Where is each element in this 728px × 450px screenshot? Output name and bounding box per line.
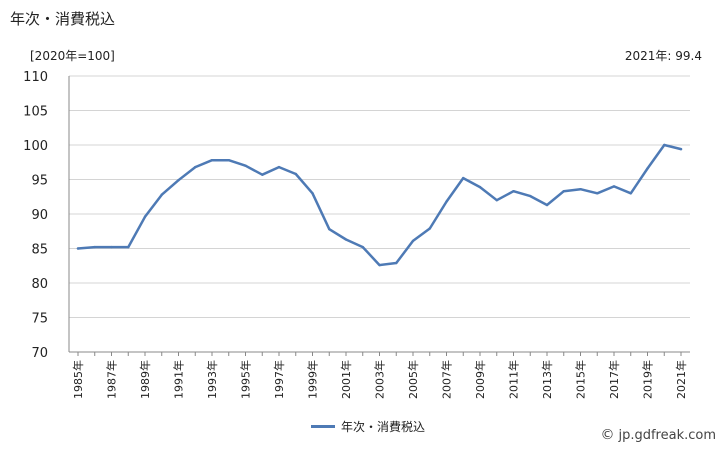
x-tick-label: 2021年 (674, 360, 688, 399)
data-point (194, 165, 197, 169)
watermark: © jp.gdfreak.com (600, 427, 716, 443)
data-point (127, 245, 130, 249)
data-point (428, 227, 431, 230)
data-point (294, 172, 297, 176)
data-point (344, 238, 348, 241)
x-tick-label: 1997年 (272, 360, 286, 399)
data-point (629, 192, 632, 195)
x-tick-label: 2013年 (540, 360, 554, 399)
data-point (361, 245, 364, 249)
x-tick-label: 1999年 (306, 360, 320, 399)
series-layer (76, 143, 683, 267)
data-point (143, 215, 147, 218)
legend-swatch (311, 425, 335, 428)
data-point (277, 165, 281, 169)
x-tick-labels: 1985年 1987年 1989年 1991年 1993年 1995年 1997年 1999年… (71, 360, 688, 399)
data-point (411, 239, 415, 243)
data-point (646, 167, 649, 170)
x-tick-label: 2019年 (641, 360, 655, 399)
data-point (612, 185, 616, 188)
series-line (76, 143, 683, 267)
gridlines (69, 75, 690, 318)
x-tick-label: 2001年 (339, 360, 353, 399)
data-point (579, 187, 582, 191)
legend: 年次・消費税込 (311, 418, 425, 435)
x-tick-label: 2005年 (406, 360, 420, 399)
x-tick-label: 2007年 (440, 360, 454, 399)
data-point (93, 245, 96, 249)
x-tick-label: 1985年 (71, 360, 85, 399)
copyright-icon: © (600, 427, 615, 443)
data-point (311, 192, 314, 195)
x-tick-label: 2011年 (507, 360, 521, 399)
data-point (378, 263, 381, 267)
watermark-text: jp.gdfreak.com (618, 427, 716, 443)
x-tick-label: 1991年 (172, 360, 186, 399)
data-point (76, 247, 80, 250)
y-tick-label: 85 (31, 243, 48, 258)
x-tick-label: 2015年 (574, 360, 588, 399)
y-tick-label: 90 (31, 208, 48, 223)
data-point (261, 173, 264, 176)
data-point (663, 143, 666, 147)
chart-title: 年次・消費税込 (10, 10, 116, 28)
y-tick-label: 75 (31, 312, 48, 327)
y-tick-label: 80 (31, 277, 48, 292)
data-point (462, 176, 465, 180)
data-point (210, 158, 214, 162)
data-point (512, 190, 515, 193)
axes (68, 76, 690, 356)
data-point (478, 185, 482, 189)
data-point (596, 192, 599, 195)
data-point (562, 190, 565, 193)
x-tick-label: 1993年 (205, 360, 219, 399)
y-tick-label: 110 (23, 70, 48, 85)
x-tick-label: 2017年 (607, 360, 621, 399)
latest-value-note: 2021年: 99.4 (624, 49, 702, 63)
y-tick-label: 100 (23, 139, 48, 154)
data-point (395, 261, 398, 265)
data-point (529, 194, 532, 198)
data-point (244, 164, 247, 167)
x-tick-label: 2003年 (373, 360, 387, 399)
data-point (160, 193, 163, 196)
data-point (110, 245, 113, 249)
data-point (679, 147, 683, 151)
data-point (495, 199, 498, 202)
y-tick-label: 105 (23, 105, 48, 120)
x-tick-label: 1995年 (239, 360, 253, 399)
x-tick-label: 1989年 (138, 360, 152, 399)
y-tick-labels: 70 75 80 85 90 95 100 105 110 (23, 70, 48, 361)
unit-label: [2020年=100] (30, 49, 115, 63)
data-point (545, 203, 549, 207)
data-point (328, 227, 331, 231)
x-tick-label: 1987年 (105, 360, 119, 399)
y-tick-label: 95 (31, 174, 48, 189)
data-point (227, 158, 230, 162)
y-tick-label: 70 (31, 346, 48, 361)
data-point (177, 178, 180, 182)
legend-label: 年次・消費税込 (341, 420, 426, 434)
data-point (445, 200, 448, 203)
x-tick-label: 2009年 (473, 360, 487, 399)
